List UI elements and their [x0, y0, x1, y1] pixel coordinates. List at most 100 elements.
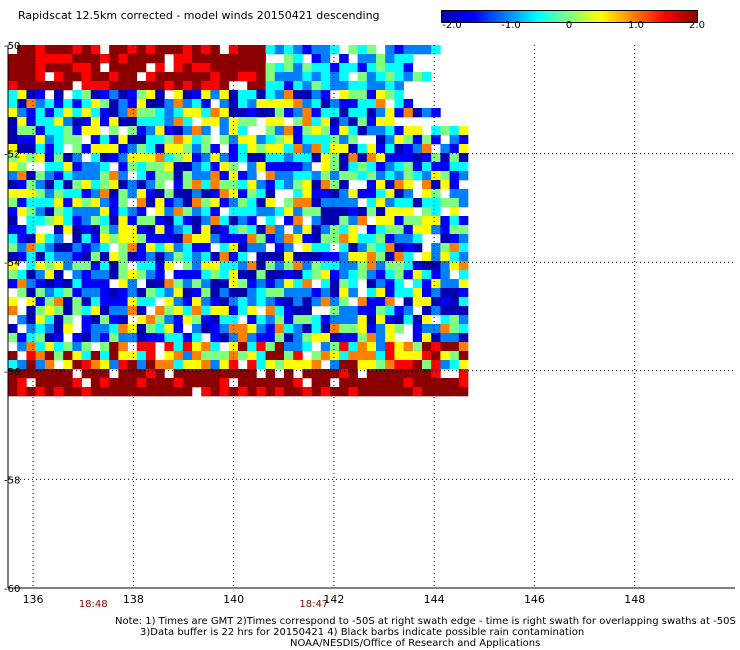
wind-cell [44, 297, 55, 307]
wind-cell [54, 144, 64, 154]
wind-cell [155, 90, 165, 100]
wind-cell [201, 216, 211, 226]
wind-cell [339, 99, 349, 109]
wind-cell [72, 162, 82, 172]
wind-cell [81, 99, 92, 109]
wind-cell [146, 153, 156, 163]
wind-cell [247, 297, 257, 307]
wind-cell [54, 243, 64, 253]
wind-cell [54, 369, 64, 379]
wind-cell [293, 45, 303, 55]
wind-cell [173, 243, 184, 253]
wind-cell [8, 162, 18, 172]
wind-cell [311, 333, 322, 343]
wind-cell [100, 153, 110, 163]
wind-cell [146, 225, 156, 235]
wind-cell [26, 270, 36, 280]
wind-cell [431, 108, 441, 118]
wind-cell [357, 378, 368, 388]
wind-cell [210, 351, 220, 361]
wind-cell [109, 378, 119, 388]
wind-cell [311, 63, 322, 73]
wind-cell [330, 99, 340, 109]
wind-cell [44, 333, 55, 343]
wind-cell [412, 342, 423, 352]
wind-cell [26, 387, 36, 397]
wind-cell [366, 279, 377, 289]
wind-cell [284, 243, 294, 253]
wind-cell [339, 189, 349, 199]
wind-cell [63, 207, 73, 217]
wind-cell [376, 252, 386, 262]
wind-cell [440, 198, 450, 208]
wind-cell [127, 180, 138, 190]
wind-cell [173, 279, 184, 289]
wind-cell [449, 207, 460, 217]
wind-cell [311, 378, 322, 388]
wind-cell [182, 360, 193, 370]
wind-cell [376, 306, 386, 316]
wind-cell [385, 117, 395, 127]
wind-cell [118, 189, 128, 199]
wind-cell [357, 162, 368, 172]
wind-cell [385, 342, 395, 352]
wind-cell [81, 117, 92, 127]
wind-cell [431, 297, 441, 307]
wind-cell [366, 387, 377, 397]
wind-cell [81, 342, 92, 352]
wind-cell [284, 216, 294, 226]
wind-cell [81, 144, 92, 154]
wind-cell [366, 324, 377, 334]
wind-cell [8, 126, 18, 136]
wind-cell [412, 243, 423, 253]
wind-cell [81, 90, 92, 100]
wind-cell [35, 387, 46, 397]
wind-cell [90, 54, 101, 64]
wind-cell [100, 216, 110, 226]
wind-cell [265, 117, 276, 127]
lat-tick-label: -56 [4, 367, 20, 378]
wind-cell [210, 180, 220, 190]
wind-cell [54, 189, 64, 199]
colorbar-label-min: -2.0 [442, 20, 462, 31]
wind-cell [210, 216, 220, 226]
wind-cell [17, 378, 27, 388]
wind-cell [265, 324, 276, 334]
wind-cell [302, 144, 312, 154]
wind-cell [72, 108, 82, 118]
wind-cell [458, 297, 469, 307]
wind-cell [293, 378, 303, 388]
wind-cell [422, 297, 432, 307]
wind-cell [284, 378, 294, 388]
wind-cell [164, 378, 174, 388]
wind-cell [136, 324, 147, 334]
wind-cell [284, 333, 294, 343]
wind-cell [339, 81, 349, 91]
wind-cell [54, 306, 64, 316]
wind-cell [422, 153, 432, 163]
wind-cell [228, 171, 239, 181]
wind-cell [219, 387, 230, 397]
wind-cell [219, 351, 230, 361]
wind-cell [54, 252, 64, 262]
wind-cell [302, 162, 312, 172]
wind-cell [238, 333, 248, 343]
wind-cell [449, 126, 460, 136]
wind-cell [182, 243, 193, 253]
wind-cell [403, 369, 414, 379]
wind-cell [192, 279, 202, 289]
wind-cell [265, 162, 276, 172]
wind-cell [8, 216, 18, 226]
wind-cell [127, 270, 138, 280]
wind-cell [302, 81, 312, 91]
wind-cell [210, 189, 220, 199]
wind-cell [182, 342, 193, 352]
wind-cell [72, 279, 82, 289]
wind-cell [449, 144, 460, 154]
wind-cell [35, 108, 46, 118]
wind-cell [330, 252, 340, 262]
wind-cell [348, 198, 358, 208]
wind-cell [118, 180, 128, 190]
wind-cell [320, 135, 331, 145]
wind-cell [90, 324, 101, 334]
